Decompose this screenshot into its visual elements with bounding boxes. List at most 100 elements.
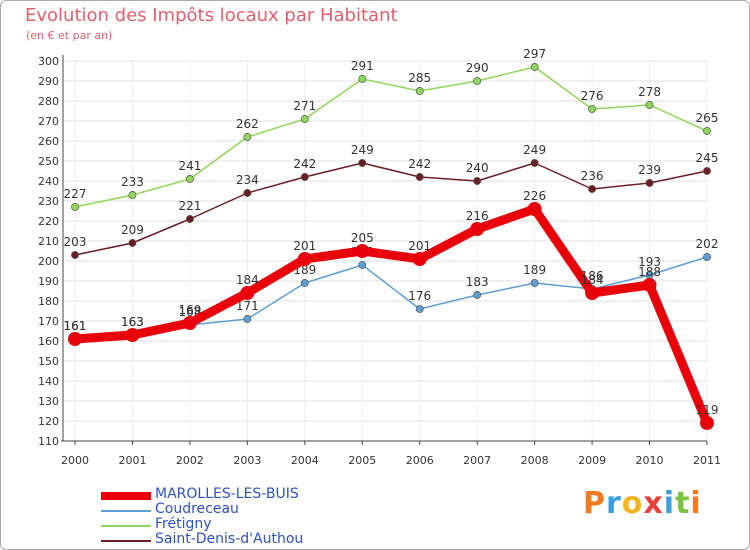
y-tick-label: 150 — [38, 355, 59, 368]
data-label-saint-denis-d-authou: 203 — [64, 235, 87, 249]
data-label-fr-tigny: 291 — [351, 59, 374, 73]
data-label-marolles-les-buis: 216 — [466, 209, 489, 223]
data-point-fr-tigny — [415, 87, 424, 95]
y-tick-label: 170 — [38, 315, 59, 328]
logo-letter: o — [621, 486, 644, 521]
data-point-saint-denis-d-authou — [645, 179, 654, 187]
data-point-fr-tigny — [185, 175, 194, 183]
legend-label: Coudreceau — [155, 501, 239, 517]
y-tick-label: 240 — [38, 175, 59, 188]
y-tick-label: 180 — [38, 295, 59, 308]
data-label-marolles-les-buis: 201 — [408, 239, 431, 253]
x-tick-label: 2010 — [636, 454, 664, 467]
y-tick-label: 270 — [38, 115, 59, 128]
x-tick-label: 2011 — [693, 454, 721, 467]
data-label-coudreceau: 193 — [638, 255, 661, 269]
data-point-marolles-les-buis — [240, 286, 255, 300]
data-label-saint-denis-d-authou: 249 — [523, 143, 546, 157]
legend-label: Saint-Denis-d'Authou — [155, 531, 304, 547]
logo-letter: P — [583, 486, 606, 521]
data-point-saint-denis-d-authou — [358, 159, 367, 167]
data-label-fr-tigny: 265 — [696, 111, 719, 125]
data-point-coudreceau — [703, 253, 711, 261]
y-tick-label: 220 — [38, 215, 59, 228]
data-point-saint-denis-d-authou — [415, 173, 424, 181]
data-label-fr-tigny: 241 — [178, 159, 201, 173]
chart-title: Evolution des Impôts locaux par Habitant — [25, 5, 398, 26]
data-label-coudreceau: 171 — [236, 299, 259, 313]
y-tick-label: 120 — [38, 415, 59, 428]
data-label-saint-denis-d-authou: 242 — [293, 157, 316, 171]
x-tick-label: 2005 — [348, 454, 376, 467]
data-label-coudreceau: 161 — [64, 319, 87, 333]
data-label-saint-denis-d-authou: 240 — [466, 161, 489, 175]
data-point-fr-tigny — [703, 127, 711, 135]
data-point-coudreceau — [415, 305, 424, 313]
data-point-coudreceau — [473, 291, 482, 299]
y-tick-label: 280 — [38, 95, 59, 108]
data-point-saint-denis-d-authou — [300, 173, 309, 181]
series-line-marolles-les-buis — [70, 204, 712, 428]
series-line-saint-denis-d-authou — [74, 162, 708, 256]
data-point-saint-denis-d-authou — [128, 239, 137, 247]
y-tick-label: 140 — [38, 375, 59, 388]
data-point-coudreceau — [530, 279, 539, 287]
y-tick-label: 300 — [38, 55, 59, 68]
x-tick-label: 2003 — [233, 454, 261, 467]
legend-label: MAROLLES-LES-BUIS — [155, 486, 299, 502]
x-tick-label: 2002 — [176, 454, 204, 467]
legend-swatch — [101, 492, 151, 500]
data-label-fr-tigny: 227 — [64, 187, 87, 201]
x-tick-label: 2006 — [406, 454, 434, 467]
y-tick-label: 210 — [38, 235, 59, 248]
data-label-saint-denis-d-authou: 242 — [408, 157, 431, 171]
data-label-marolles-les-buis: 188 — [638, 265, 661, 279]
logo-letter: i — [663, 486, 676, 521]
data-point-marolles-les-buis — [125, 328, 140, 342]
x-tick-label: 2000 — [61, 454, 89, 467]
y-tick-label: 230 — [38, 195, 59, 208]
data-label-saint-denis-d-authou: 245 — [696, 151, 719, 165]
data-label-coudreceau: 163 — [121, 315, 144, 329]
data-point-fr-tigny — [300, 115, 309, 123]
data-point-marolles-les-buis — [470, 222, 485, 236]
data-label-saint-denis-d-authou: 249 — [351, 143, 374, 157]
data-point-fr-tigny — [588, 105, 597, 113]
data-label-marolles-les-buis: 184 — [236, 273, 259, 287]
data-point-fr-tigny — [645, 101, 654, 109]
legend-swatch — [101, 525, 151, 527]
data-label-fr-tigny: 271 — [293, 99, 316, 113]
chart-subtitle: (en € et par an) — [26, 29, 113, 42]
data-point-coudreceau — [358, 261, 367, 269]
data-label-marolles-les-buis: 119 — [696, 403, 719, 417]
data-point-marolles-les-buis — [527, 202, 542, 216]
data-label-fr-tigny: 276 — [581, 89, 604, 103]
x-tick-label: 2009 — [578, 454, 606, 467]
data-label-coudreceau: 176 — [408, 289, 431, 303]
y-tick-label: 260 — [38, 135, 59, 148]
legend-swatch — [101, 540, 151, 542]
logo-letter: x — [643, 486, 664, 521]
data-point-saint-denis-d-authou — [588, 185, 597, 193]
data-label-fr-tigny: 297 — [523, 47, 546, 61]
y-tick-label: 130 — [38, 395, 59, 408]
y-tick-label: 250 — [38, 155, 59, 168]
data-point-saint-denis-d-authou — [185, 215, 194, 223]
data-point-marolles-les-buis — [700, 416, 714, 430]
y-tick-label: 290 — [38, 75, 59, 88]
y-tick-label: 200 — [38, 255, 59, 268]
data-point-coudreceau — [300, 279, 309, 287]
data-label-marolles-les-buis: 163 — [121, 315, 144, 329]
data-point-marolles-les-buis — [642, 278, 657, 292]
data-label-marolles-les-buis: 201 — [293, 239, 316, 253]
data-point-fr-tigny — [243, 133, 252, 141]
data-label-saint-denis-d-authou: 239 — [638, 163, 661, 177]
data-label-marolles-les-buis: 184 — [581, 273, 604, 287]
data-label-marolles-les-buis: 161 — [64, 319, 87, 333]
data-point-fr-tigny — [71, 203, 79, 211]
data-point-saint-denis-d-authou — [71, 251, 79, 259]
data-point-marolles-les-buis — [355, 244, 370, 258]
data-point-saint-denis-d-authou — [473, 177, 482, 185]
data-label-marolles-les-buis: 226 — [523, 189, 546, 203]
